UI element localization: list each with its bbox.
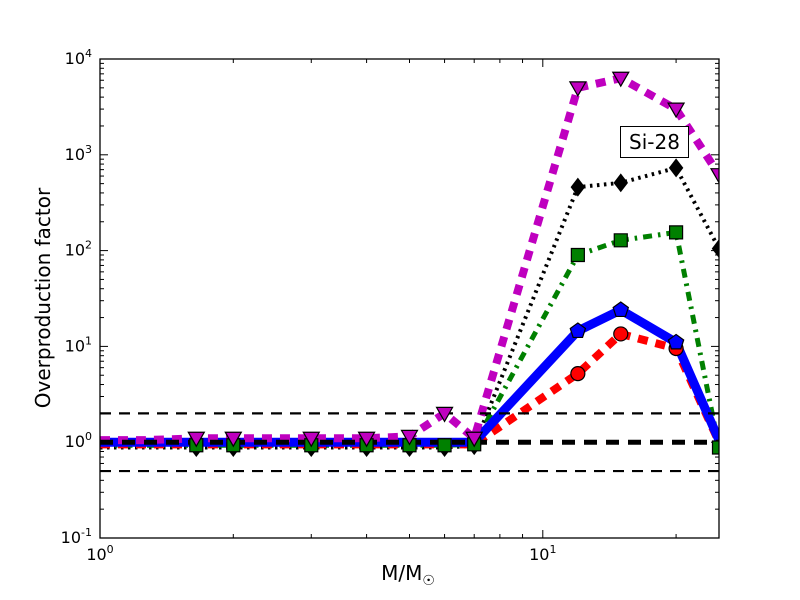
triangle-down-marker	[224, 431, 243, 448]
isotope-label-box: Si-28	[620, 126, 689, 158]
y-tick-label: 102	[65, 239, 92, 260]
x-axis-label: M/M☉	[381, 561, 435, 589]
diamond-marker	[570, 177, 586, 197]
x-axis-label-main: M/M	[381, 561, 423, 585]
y-tick-label: 100	[65, 430, 92, 451]
y-tick-label: 104	[65, 47, 92, 68]
diamond-marker	[711, 239, 719, 259]
series-line-magenta-dashed-triangle	[100, 73, 719, 446]
square-marker	[711, 440, 719, 455]
series-markers-black-dotted-diamond	[189, 158, 719, 458]
y-tick-label: 103	[65, 143, 92, 164]
pentagon-marker	[612, 301, 630, 318]
triangle-down-marker	[568, 81, 587, 98]
triangle-down-marker	[611, 71, 630, 88]
triangle-down-marker	[187, 431, 206, 448]
circle-marker	[613, 326, 629, 342]
triangle-down-marker	[302, 431, 321, 448]
x-tick-label: 101	[529, 543, 556, 564]
series-line-green-dashdot-square	[100, 229, 719, 449]
series-markers-blue-solid-pentagon	[569, 301, 685, 350]
pentagon-marker	[667, 333, 685, 350]
series-markers-green-dashdot-square	[189, 225, 719, 455]
square-marker	[437, 438, 452, 453]
series-line-red-dashed-circle	[100, 329, 719, 449]
square-marker	[613, 233, 628, 248]
y-axis-label: Overproduction factor	[31, 187, 55, 409]
diamond-marker	[613, 173, 629, 193]
square-marker	[668, 225, 684, 240]
square-marker	[570, 247, 585, 263]
series-markers-magenta-dashed-triangle	[187, 71, 719, 448]
sun-symbol: ☉	[422, 573, 435, 589]
diamond-marker	[668, 158, 684, 178]
y-tick-label: 10-1	[61, 526, 92, 547]
triangle-down-marker	[465, 431, 484, 448]
plot-frame	[99, 58, 720, 539]
y-tick-label: 101	[65, 334, 92, 355]
circle-marker	[570, 366, 586, 382]
triangle-down-marker	[435, 406, 454, 423]
triangle-down-marker	[709, 168, 719, 184]
x-tick-label: 100	[86, 543, 113, 564]
triangle-down-marker	[400, 429, 419, 446]
triangle-down-marker	[357, 431, 376, 448]
triangle-down-marker	[667, 102, 686, 119]
pentagon-marker	[569, 322, 587, 339]
plot-area	[100, 71, 719, 473]
